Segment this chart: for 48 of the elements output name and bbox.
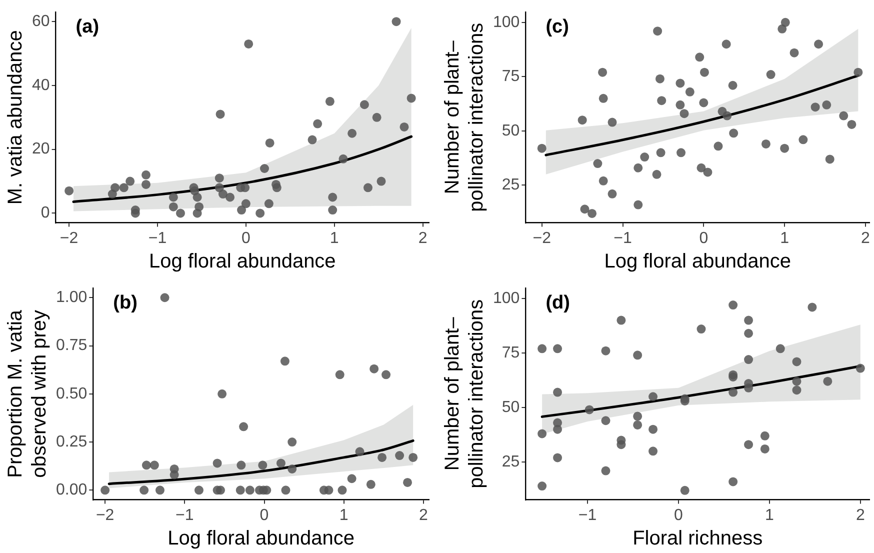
y-tick-label: 25 (502, 453, 520, 470)
y-tick-label: 100 (492, 290, 520, 307)
y-tick-label: 1.00 (56, 289, 88, 306)
y-tick-label: 25 (502, 176, 520, 194)
x-tick-label: 2 (856, 506, 865, 524)
chart-title: (c) (546, 16, 569, 38)
x-tick-label: 2 (418, 506, 428, 524)
x-tick-label: 1 (780, 230, 790, 247)
x-tick-label: −2 (532, 230, 552, 247)
chart-title: (a) (76, 16, 100, 38)
x-tick-label: 1 (339, 506, 348, 524)
x-axis-title: Floral richness (632, 528, 763, 550)
y-tick-label: 60 (32, 12, 50, 30)
y-tick-label: 50 (502, 398, 520, 416)
y-tick-label: 50 (502, 122, 520, 140)
y-axis-title: Proportion M. vatia observed with prey (4, 309, 51, 478)
y-tick-label: 0.25 (56, 433, 88, 450)
x-tick-label: 0 (699, 230, 708, 247)
y-tick-label: 75 (502, 68, 520, 86)
x-tick-label: 1 (765, 506, 774, 524)
y-tick-label: 0.50 (56, 385, 88, 402)
x-tick-label: −1 (578, 506, 597, 524)
x-tick-label: 2 (861, 230, 870, 247)
chart-title: (d) (546, 292, 570, 314)
y-axis-title: Number of plant– pollinator interactions (442, 299, 488, 488)
y-tick-label: 0 (40, 204, 50, 222)
y-tick-label: 20 (32, 140, 50, 158)
y-tick-label: 100 (492, 14, 520, 31)
y-axis-title: Number of plant– pollinator interactions (442, 22, 488, 212)
y-tick-label: 40 (32, 76, 50, 94)
x-tick-label: 2 (418, 230, 428, 247)
x-axis-title: Log floral abundance (168, 528, 354, 550)
x-tick-label: −1 (148, 230, 167, 247)
y-tick-label: 75 (502, 344, 520, 362)
x-tick-label: −2 (96, 506, 114, 524)
x-tick-label: 1 (330, 230, 339, 247)
x-tick-label: 0 (241, 230, 250, 247)
chart-title: (b) (113, 292, 138, 314)
y-tick-label: 0.00 (56, 482, 88, 499)
x-axis-title: Log floral abundance (148, 250, 336, 273)
x-axis-title: Log floral abundance (604, 250, 792, 273)
x-tick-label: 0 (260, 506, 269, 524)
x-tick-label: −2 (60, 230, 78, 247)
x-tick-label: 0 (674, 506, 684, 524)
y-tick-label: 0.75 (56, 337, 88, 354)
x-tick-label: −1 (614, 230, 632, 247)
x-tick-label: −1 (176, 506, 194, 524)
y-axis-title: M. vatia abundance (4, 30, 27, 205)
